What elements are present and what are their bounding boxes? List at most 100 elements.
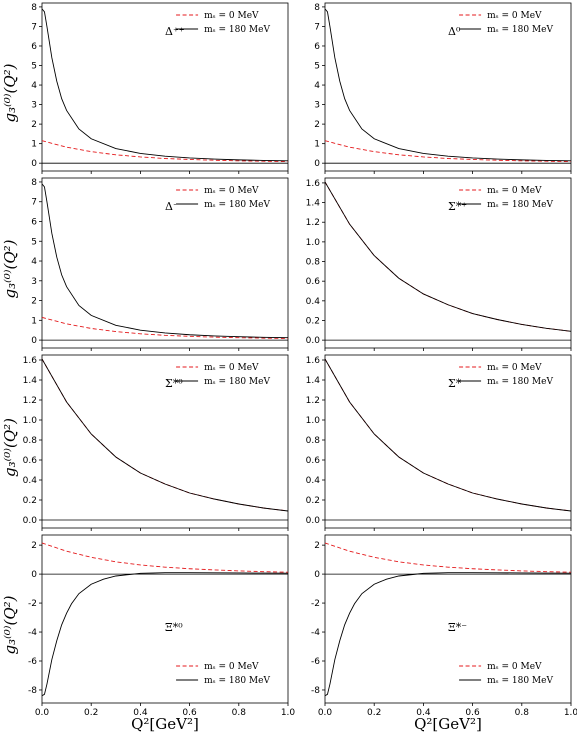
panel-frame (324, 354, 572, 529)
legend-label: mₛ = 0 MeV (487, 11, 542, 21)
panel-annotation: Ξ*⁰ (165, 621, 183, 634)
y-tick-label: 3 (31, 277, 37, 287)
y-tick-label: 0.8 (306, 258, 321, 268)
series-group (42, 8, 288, 163)
y-tick-label: 4 (31, 257, 37, 267)
y-tick-label: 0.6 (23, 456, 38, 466)
legend-label: mₛ = 180 MeV (487, 676, 553, 686)
y-tick-label: 1.4 (23, 376, 38, 386)
y-tick-label: 1.4 (306, 199, 321, 209)
y-tick-label: 5 (31, 62, 37, 72)
y-tick-label: 1.2 (306, 396, 320, 406)
x-axis-label: Q²[GeV²] (131, 715, 199, 733)
legend-label: mₛ = 180 MeV (487, 377, 553, 387)
x-tick-label: 0.0 (35, 708, 50, 718)
series-ms0-line (42, 542, 288, 573)
panel-annotation: Σ*⁻ (448, 377, 467, 390)
y-tick-label: 7 (314, 22, 320, 32)
y-tick-label: 1.6 (306, 179, 321, 189)
x-tick-label: 0.4 (133, 708, 148, 718)
y-tick-label: 1.4 (306, 376, 321, 386)
legend-label: mₛ = 0 MeV (487, 186, 542, 196)
x-axis-label: Q²[GeV²] (414, 715, 482, 733)
y-tick-label: 0 (314, 159, 320, 169)
y-tick-label: 0 (314, 570, 320, 580)
series-group (325, 542, 571, 697)
legend-label: mₛ = 180 MeV (487, 200, 553, 210)
x-tick-label: 0.4 (416, 708, 431, 718)
series-group (325, 358, 571, 512)
panel-frame (41, 354, 289, 529)
y-tick-label: 0 (31, 159, 37, 169)
panel-annotation: Σ*⁺ (448, 200, 467, 213)
series-group (325, 8, 571, 163)
series-ms180-line (325, 8, 571, 162)
x-tick-label: 0.8 (515, 708, 530, 718)
y-axis-label: g₃⁽⁰⁾(Q²) (1, 595, 19, 654)
y-tick-label: 0.0 (306, 516, 321, 526)
y-tick-label: 0.6 (306, 277, 321, 287)
y-tick-label: 0.4 (306, 297, 321, 307)
panel-frame (324, 2, 572, 172)
panel-annotation: Ξ*⁻ (448, 621, 467, 634)
y-axis-label: g₃⁽⁰⁾(Q²) (1, 418, 19, 477)
y-tick-label: 2 (31, 120, 37, 130)
legend-label: mₛ = 180 MeV (204, 676, 270, 686)
x-tick-label: 1.0 (564, 708, 577, 718)
series-group (42, 542, 288, 697)
panel-annotation: Σ*⁰ (165, 377, 183, 390)
y-tick-label: 2 (31, 297, 37, 307)
y-tick-label: 0.0 (23, 516, 38, 526)
panel-5: 0.0 0.2 0.4 0.6 0.8 1.0 1.2 1.4 1.6 mₛ = 0 MeV mₛ … (23, 354, 289, 531)
y-tick-label: 0 (31, 570, 37, 580)
y-tick-label: 0.2 (23, 496, 37, 506)
x-tick-label: 1.0 (281, 708, 296, 718)
y-tick-label: -4 (311, 628, 320, 638)
panel-4: 0.0 0.2 0.4 0.6 0.8 1.0 1.2 1.4 1.6 mₛ = 0 MeV mₛ … (306, 177, 572, 351)
series-group (42, 183, 288, 339)
y-tick-label: -6 (311, 657, 320, 667)
legend-label: mₛ = 180 MeV (204, 377, 270, 387)
y-tick-label: 6 (31, 217, 37, 227)
x-tick-label: 0.0 (318, 708, 333, 718)
y-tick-label: 7 (31, 22, 37, 32)
x-tick-label: 0.6 (465, 708, 480, 718)
y-tick-label: -2 (28, 599, 37, 609)
panel-annotation: Δ⁰ (448, 25, 461, 38)
y-tick-label: 0.4 (306, 476, 321, 486)
panel-8: -8 -6 -4 -2 0 2 0.0 0.2 0.4 0.6 0.8 1.0 mₛ = 0 MeV mₛ… (311, 534, 577, 718)
y-tick-label: 5 (314, 62, 320, 72)
panel-frame (324, 177, 572, 349)
y-tick-label: 0.8 (306, 436, 321, 446)
panel-7: -8 -6 -4 -2 0 2 0.0 0.2 0.4 0.6 0.8 1.0 mₛ = 0 MeV mₛ… (28, 534, 296, 718)
series-ms180-line (325, 572, 571, 697)
y-tick-label: 1.2 (23, 396, 37, 406)
y-tick-label: 0.2 (306, 496, 320, 506)
y-tick-label: 1.0 (23, 416, 38, 426)
x-tick-label: 0.6 (182, 708, 197, 718)
y-tick-label: 1.6 (306, 356, 321, 366)
x-tick-label: 0.2 (84, 708, 98, 718)
legend-label: mₛ = 180 MeV (487, 25, 553, 35)
legend-label: mₛ = 0 MeV (487, 363, 542, 373)
y-tick-label: 5 (31, 237, 37, 247)
series-group (325, 181, 571, 332)
y-tick-label: 2 (314, 120, 320, 130)
panel-frame (324, 534, 572, 704)
panel-annotation: Δ⁻ (165, 200, 179, 213)
legend-label: mₛ = 180 MeV (204, 25, 270, 35)
y-tick-label: 1.6 (23, 356, 38, 366)
x-tick-label: 0.2 (367, 708, 381, 718)
series-ms180-line (42, 8, 288, 162)
series-ms180-line (325, 181, 571, 332)
y-tick-label: 8 (31, 178, 37, 188)
series-ms180-line (325, 358, 571, 512)
y-tick-label: -8 (28, 686, 37, 696)
y-tick-label: 1.2 (306, 218, 320, 228)
legend-label: mₛ = 0 MeV (204, 11, 259, 21)
series-ms0-line (325, 542, 571, 573)
y-tick-label: 1 (31, 316, 37, 326)
y-tick-label: 0.8 (23, 436, 38, 446)
y-tick-label: 6 (31, 42, 37, 52)
